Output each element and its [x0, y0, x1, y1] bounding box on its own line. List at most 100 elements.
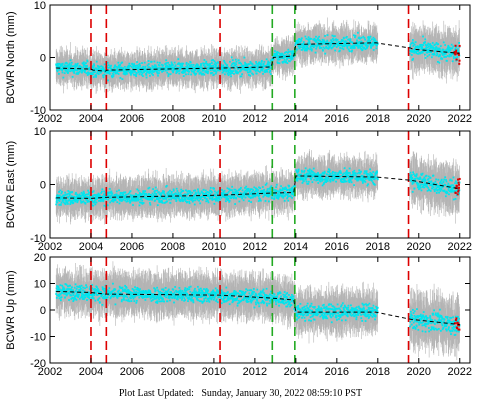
data-point: [328, 46, 331, 49]
data-point: [305, 49, 308, 52]
error-bars: [55, 17, 460, 95]
data-point: [217, 69, 220, 71]
data-point: [278, 58, 281, 61]
plot-area: [55, 131, 461, 238]
data-point: [317, 37, 319, 40]
data-point: [370, 44, 373, 47]
data-point: [314, 51, 317, 54]
data-point: [416, 45, 419, 48]
data-point: [322, 46, 325, 49]
y-tick-label: -10: [30, 105, 46, 117]
data-point: [108, 70, 111, 72]
data-point: [277, 56, 280, 59]
data-point: [218, 66, 220, 68]
data-point: [362, 35, 365, 38]
data-point: [181, 65, 184, 68]
data-point: [210, 71, 213, 74]
data-point: [260, 67, 263, 70]
data-point: [206, 68, 208, 70]
data-point: [112, 71, 115, 73]
data-point: [262, 67, 265, 70]
data-point: [247, 67, 250, 70]
x-tick-label: 2018: [366, 113, 390, 125]
data-point: [91, 65, 94, 68]
data-point: [197, 64, 199, 66]
data-point: [181, 67, 184, 70]
data-point: [437, 55, 440, 58]
data-point: [419, 43, 422, 46]
data-point: [81, 70, 84, 73]
data-point: [226, 66, 229, 69]
data-point: [198, 72, 201, 75]
data-point: [447, 49, 450, 52]
data-point: [275, 52, 278, 54]
data-point: [59, 65, 62, 68]
data-point: [149, 69, 152, 72]
data-point: [81, 68, 83, 71]
data-point: [146, 64, 149, 67]
data-point: [265, 65, 268, 68]
data-point: [121, 78, 124, 81]
data-point: [219, 69, 221, 72]
data-point: [185, 73, 187, 76]
data-point: [230, 56, 233, 59]
data-point: [176, 71, 178, 74]
data-point: [123, 68, 125, 71]
data-point: [116, 68, 118, 71]
data-point: [457, 48, 459, 51]
data-point: [91, 73, 94, 76]
data-point: [329, 45, 332, 48]
data-point: [255, 72, 258, 75]
data-point: [343, 42, 346, 45]
data-point: [376, 42, 379, 45]
data-point: [338, 41, 341, 44]
data-point: [193, 72, 196, 75]
data-point: [176, 69, 179, 72]
data-point: [95, 76, 97, 78]
data-point: [95, 67, 98, 70]
data-point: [281, 57, 284, 60]
data-point: [319, 39, 321, 42]
data-point: [226, 72, 229, 75]
data-point: [158, 72, 160, 75]
data-point: [295, 40, 298, 42]
data-point: [189, 64, 192, 67]
data-point: [342, 48, 345, 51]
data-point: [213, 63, 216, 66]
data-point: [75, 65, 78, 68]
data-point: [434, 43, 437, 46]
data-point: [359, 45, 362, 48]
data-point: [344, 44, 347, 47]
data-point: [336, 38, 339, 41]
data-point: [222, 68, 224, 71]
data-point: [236, 66, 239, 68]
data-point: [438, 61, 441, 64]
data-point: [203, 59, 206, 61]
data-point: [139, 69, 142, 72]
data-point: [411, 59, 414, 61]
data-point: [219, 63, 222, 66]
data-point: [153, 64, 156, 67]
data-point: [260, 69, 262, 72]
data-point: [227, 68, 230, 71]
data-point: [239, 70, 241, 73]
data-point: [330, 47, 333, 50]
data-point: [68, 67, 70, 70]
data-point: [83, 63, 86, 66]
data-point: [128, 71, 131, 74]
data-point: [338, 49, 341, 52]
data-point: [358, 45, 360, 48]
data-point: [262, 62, 265, 65]
data-point: [422, 35, 424, 38]
data-point: [263, 65, 266, 68]
data-point: [133, 69, 136, 72]
data-point: [363, 42, 366, 45]
data-point: [71, 69, 73, 72]
data-point: [283, 54, 286, 57]
data-point: [425, 47, 427, 50]
data-point: [450, 54, 452, 57]
data-point: [298, 44, 301, 46]
outlier-point: [458, 59, 461, 62]
data-point: [290, 57, 293, 60]
data-point: [216, 69, 219, 72]
